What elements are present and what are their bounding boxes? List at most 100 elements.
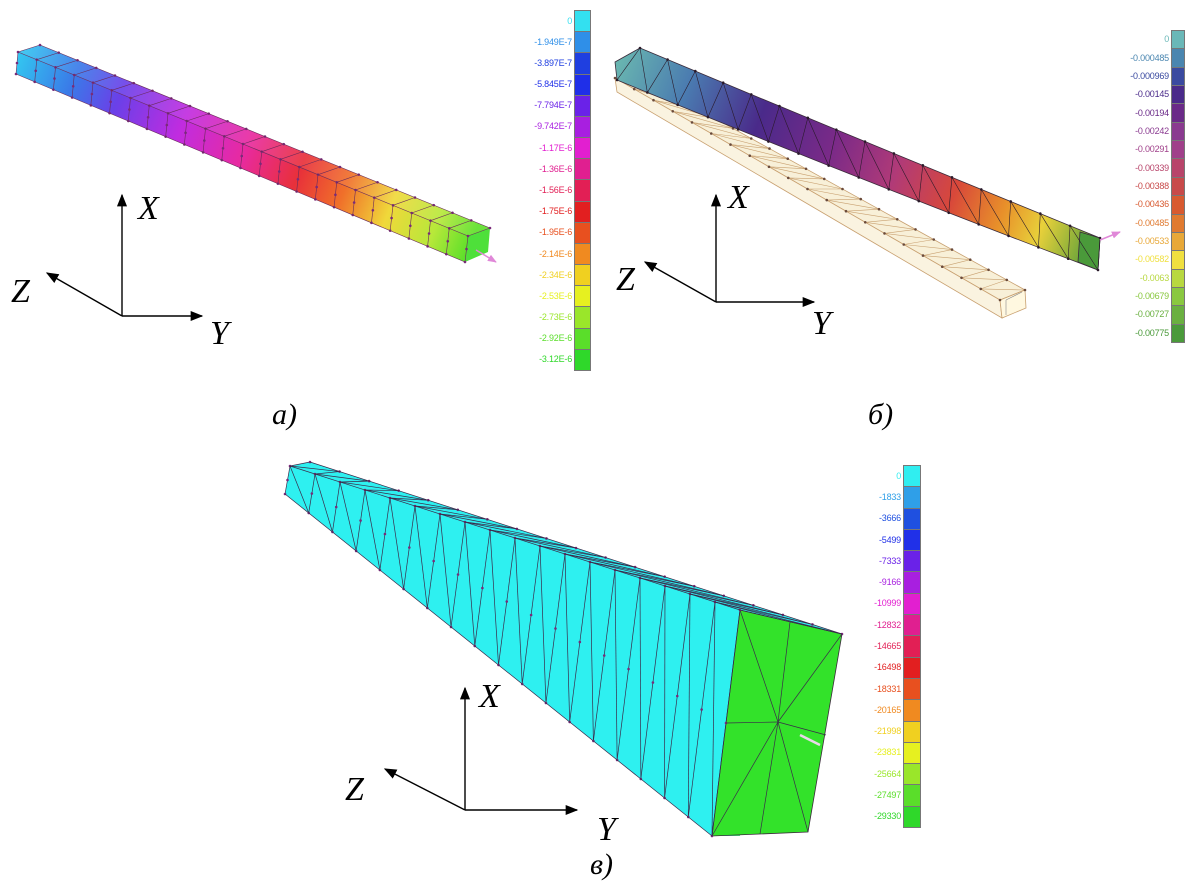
mesh-node	[950, 248, 954, 251]
legend-c: 0 -1833 -3666 -5499 -7333 -9166 -10999 -12832 -1…	[874, 465, 921, 828]
mesh-node	[277, 170, 281, 173]
legend-label: -0.0063	[1139, 272, 1169, 283]
legend-swatch	[903, 699, 921, 722]
mesh-edge	[730, 144, 788, 159]
mesh-edge	[289, 465, 741, 611]
mesh-node	[844, 209, 848, 213]
mesh-node	[529, 613, 533, 617]
legend-swatch	[1171, 48, 1185, 68]
legend-label: 0	[896, 470, 901, 481]
mesh-node	[977, 223, 980, 226]
legend-label: -0.000969	[1130, 70, 1169, 81]
mesh-edge	[299, 159, 322, 168]
legend-swatch	[574, 31, 591, 54]
beam-b-deformed	[614, 46, 1121, 272]
load-arrow-b	[1099, 231, 1121, 241]
mesh-edge	[284, 493, 713, 837]
mesh-edge	[828, 129, 837, 166]
legend-swatch	[903, 571, 921, 594]
mesh-edge	[289, 461, 311, 467]
mesh-edge	[389, 497, 404, 590]
mesh-edge	[691, 122, 734, 129]
legend-label: -5.845E-7	[534, 79, 572, 90]
legend-swatch	[1171, 268, 1185, 288]
mesh-edge	[845, 210, 898, 220]
legend-label: -3.12E-6	[539, 354, 572, 365]
legend-swatch	[574, 158, 591, 181]
mesh-edge	[672, 111, 734, 129]
mesh-node	[767, 140, 770, 143]
mesh-node	[165, 123, 169, 127]
legend-swatch	[1171, 140, 1185, 160]
mesh-node	[315, 185, 318, 189]
legend-swatch	[1171, 250, 1185, 270]
mesh-node	[1037, 246, 1040, 249]
legend-swatch	[1171, 66, 1185, 87]
mesh-edge	[149, 98, 172, 106]
mesh-node	[700, 708, 703, 711]
mesh-edge	[711, 601, 716, 837]
legend-swatch	[1171, 85, 1185, 105]
legend-label: -1.95E-6	[539, 227, 572, 238]
mesh-node	[1096, 268, 1100, 272]
mesh-node	[184, 131, 187, 135]
legend-swatch	[903, 677, 921, 701]
mesh-edge	[689, 593, 813, 625]
mesh-edge	[430, 212, 453, 221]
legend-label: -10999	[874, 598, 901, 609]
legend-swatch	[574, 179, 591, 202]
legend-label: -9166	[878, 577, 901, 588]
mesh-edge	[467, 227, 491, 237]
axis-y-label-a: Y	[210, 315, 232, 352]
deformed-end-face	[1077, 231, 1101, 271]
mesh-edge	[664, 585, 783, 616]
mesh-edge	[309, 461, 843, 635]
legend-swatch	[574, 306, 591, 329]
mesh-node	[859, 197, 863, 201]
mesh-node	[259, 162, 262, 166]
mesh-node	[554, 627, 557, 630]
mesh-edge	[884, 233, 934, 240]
legend-label: -9.742E-7	[534, 121, 572, 132]
legend-swatch	[1171, 103, 1185, 123]
mesh-edge	[1067, 225, 1071, 259]
legend-swatch	[574, 327, 591, 350]
mesh-node	[627, 667, 630, 671]
mesh-node	[408, 546, 411, 549]
mesh-edge	[289, 465, 340, 472]
mesh-node	[202, 139, 206, 142]
mesh-edge	[768, 166, 825, 180]
legend-label: -2.73E-6	[539, 312, 572, 323]
mesh-edge	[798, 117, 809, 154]
mesh-edge	[17, 44, 41, 53]
mesh-edge	[314, 473, 333, 533]
mesh-edge	[961, 277, 1007, 281]
mesh-node	[883, 232, 886, 235]
mesh-edge	[364, 489, 429, 501]
mesh-edge	[948, 177, 953, 213]
mesh-edge	[788, 177, 825, 180]
legend-label: -0.00388	[1135, 181, 1169, 191]
mesh-edge	[261, 143, 284, 152]
mesh-node	[857, 176, 861, 179]
legend-swatch	[903, 507, 921, 530]
axes-b	[643, 193, 816, 308]
load-arrow-a	[475, 249, 497, 263]
mesh-edge	[768, 166, 807, 170]
mesh-node	[1007, 234, 1010, 238]
mesh-edge	[714, 601, 843, 635]
legend-swatch	[574, 200, 591, 223]
mesh-node	[383, 532, 387, 536]
mesh-edge	[614, 569, 695, 587]
mesh-edge	[289, 465, 310, 514]
mesh-edge	[677, 70, 696, 105]
mesh-edge	[414, 505, 488, 520]
beam-a	[14, 43, 497, 264]
legend-label: -7333	[878, 555, 901, 566]
mesh-edge	[39, 44, 491, 229]
legend-label: 0	[1164, 34, 1169, 45]
mesh-node	[921, 254, 925, 257]
mesh-node	[146, 115, 150, 119]
mesh-edge	[1038, 213, 1041, 248]
